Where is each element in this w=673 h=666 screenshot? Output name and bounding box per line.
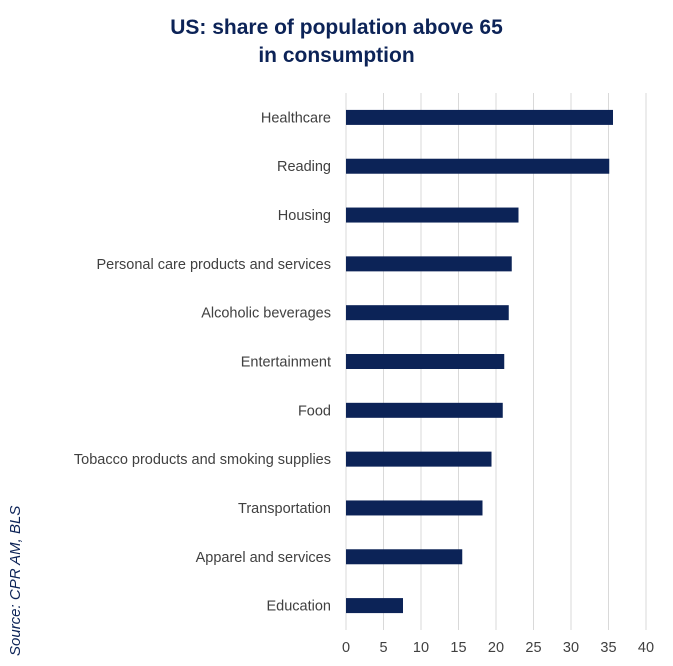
x-tick-label: 30 [563, 640, 579, 656]
bars [346, 109, 613, 614]
bar [346, 451, 492, 467]
x-axis-tick-labels: 0 5 10 15 20 25 30 35 40 [342, 640, 654, 656]
category-label: Housing [278, 208, 331, 224]
chart-title-line-1: US: share of population above 65 [170, 16, 503, 39]
bar [346, 549, 463, 565]
source-note-container: Source: CPR AM, BLS [2, 0, 24, 666]
x-tick-label: 40 [638, 640, 654, 656]
bar [346, 305, 509, 321]
bar [346, 500, 483, 516]
bar [346, 256, 512, 272]
source-note: Source: CPR AM, BLS [7, 505, 24, 656]
chart-title-line-2: in consumption [258, 44, 415, 67]
category-label: Transportation [238, 501, 331, 517]
category-label: Healthcare [261, 110, 331, 126]
x-tick-label: 20 [488, 640, 504, 656]
category-labels: Healthcare Reading Housing Personal care pr… [74, 110, 331, 614]
bar [346, 354, 505, 369]
x-tick-label: 0 [342, 640, 350, 656]
chart-title: US: share of population above 65 in cons… [0, 14, 673, 70]
category-label: Apparel and services [196, 550, 331, 566]
bar [346, 207, 519, 223]
x-tick-label: 25 [525, 640, 541, 656]
category-label: Food [298, 403, 331, 419]
category-label: Education [267, 599, 332, 615]
category-label: Tobacco products and smoking supplies [74, 452, 331, 468]
x-tick-label: 35 [600, 640, 616, 656]
category-label: Personal care products and services [96, 257, 331, 273]
bar [346, 109, 613, 125]
bar [346, 402, 503, 418]
x-tick-label: 5 [379, 640, 387, 656]
category-label: Entertainment [241, 355, 331, 371]
bar [346, 158, 610, 174]
bar [346, 598, 403, 614]
category-label: Reading [277, 159, 331, 175]
x-tick-label: 10 [413, 640, 429, 656]
category-label: Alcoholic beverages [201, 306, 331, 322]
gridlines [345, 93, 647, 630]
x-tick-label: 15 [450, 640, 466, 656]
